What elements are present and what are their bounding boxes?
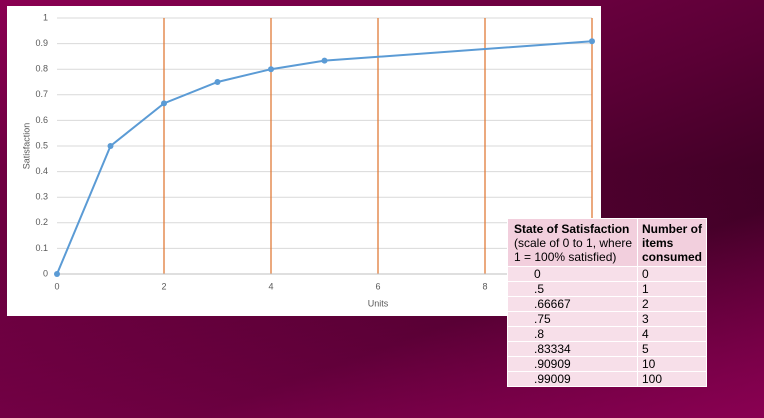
table-cell: .66667 <box>507 296 638 312</box>
table-cell: 0 <box>636 266 708 282</box>
x-tick-label: 0 <box>54 281 59 291</box>
header-cell: State of Satisfaction (scale of 0 to 1, … <box>507 218 638 267</box>
table-cell: .8 <box>507 326 638 342</box>
y-tick-label: 0.2 <box>35 217 48 227</box>
y-tick-label: 0.8 <box>35 64 48 74</box>
x-axis-label: Units <box>368 298 389 308</box>
table-cell: 100 <box>636 371 708 387</box>
y-tick-label: 0.3 <box>35 192 48 202</box>
table-row: .83334 5 <box>507 341 708 357</box>
table-cell: 10 <box>636 356 708 372</box>
table-cell: 0 <box>507 266 638 282</box>
x-tick-label: 8 <box>482 281 487 291</box>
table: State of Satisfaction (scale of 0 to 1, … <box>507 218 708 387</box>
table-row: .8 4 <box>507 326 708 342</box>
point <box>54 271 60 277</box>
y-tick-label: 0.5 <box>35 140 48 150</box>
table-cell: .75 <box>507 311 638 327</box>
table-cell: .99009 <box>507 371 638 387</box>
x-tick-label: 2 <box>161 281 166 291</box>
header-row: State of Satisfaction (scale of 0 to 1, … <box>507 218 708 267</box>
chart-panel <box>7 6 601 316</box>
x-tick-label: 6 <box>375 281 380 291</box>
y-tick-label: 0.6 <box>35 115 48 125</box>
header-text: (scale of 0 to 1, where 1 = 100% satisfi… <box>514 236 633 264</box>
table-cell: 2 <box>636 296 708 312</box>
header-bold: Number of items consumed <box>641 222 702 264</box>
y-tick-label: 0.1 <box>35 243 48 253</box>
table-row: .66667 2 <box>507 296 708 312</box>
table-row: .99009 100 <box>507 371 708 387</box>
table-cell: .5 <box>507 281 638 297</box>
y-tick-label: 0.9 <box>35 38 48 48</box>
table-row: .5 1 <box>507 281 708 297</box>
y-tick-label: 0.4 <box>35 166 48 176</box>
table-cell: 3 <box>636 311 708 327</box>
table-row: .90909 10 <box>507 356 708 372</box>
y-tick-label: 0.7 <box>35 89 48 99</box>
point <box>107 143 114 149</box>
table-cell: 5 <box>636 341 708 357</box>
table-cell: 1 <box>636 281 708 297</box>
header-bold: State of Satisfaction <box>514 222 630 236</box>
y-tick-label: 1 <box>43 12 48 22</box>
point <box>589 38 595 45</box>
x-tick-label: 4 <box>268 281 273 291</box>
y-tick-label: 0 <box>43 268 48 278</box>
table-cell: .90909 <box>507 356 638 372</box>
point <box>161 100 167 107</box>
table-cell: 4 <box>636 326 708 342</box>
point <box>321 57 328 64</box>
header-cell: Number of items consumed <box>636 218 708 267</box>
point <box>268 66 274 73</box>
table-cell: .83334 <box>507 341 638 357</box>
y-axis-label: Satisfaction <box>21 123 31 170</box>
point <box>214 79 221 85</box>
table-row: .75 3 <box>507 311 708 327</box>
